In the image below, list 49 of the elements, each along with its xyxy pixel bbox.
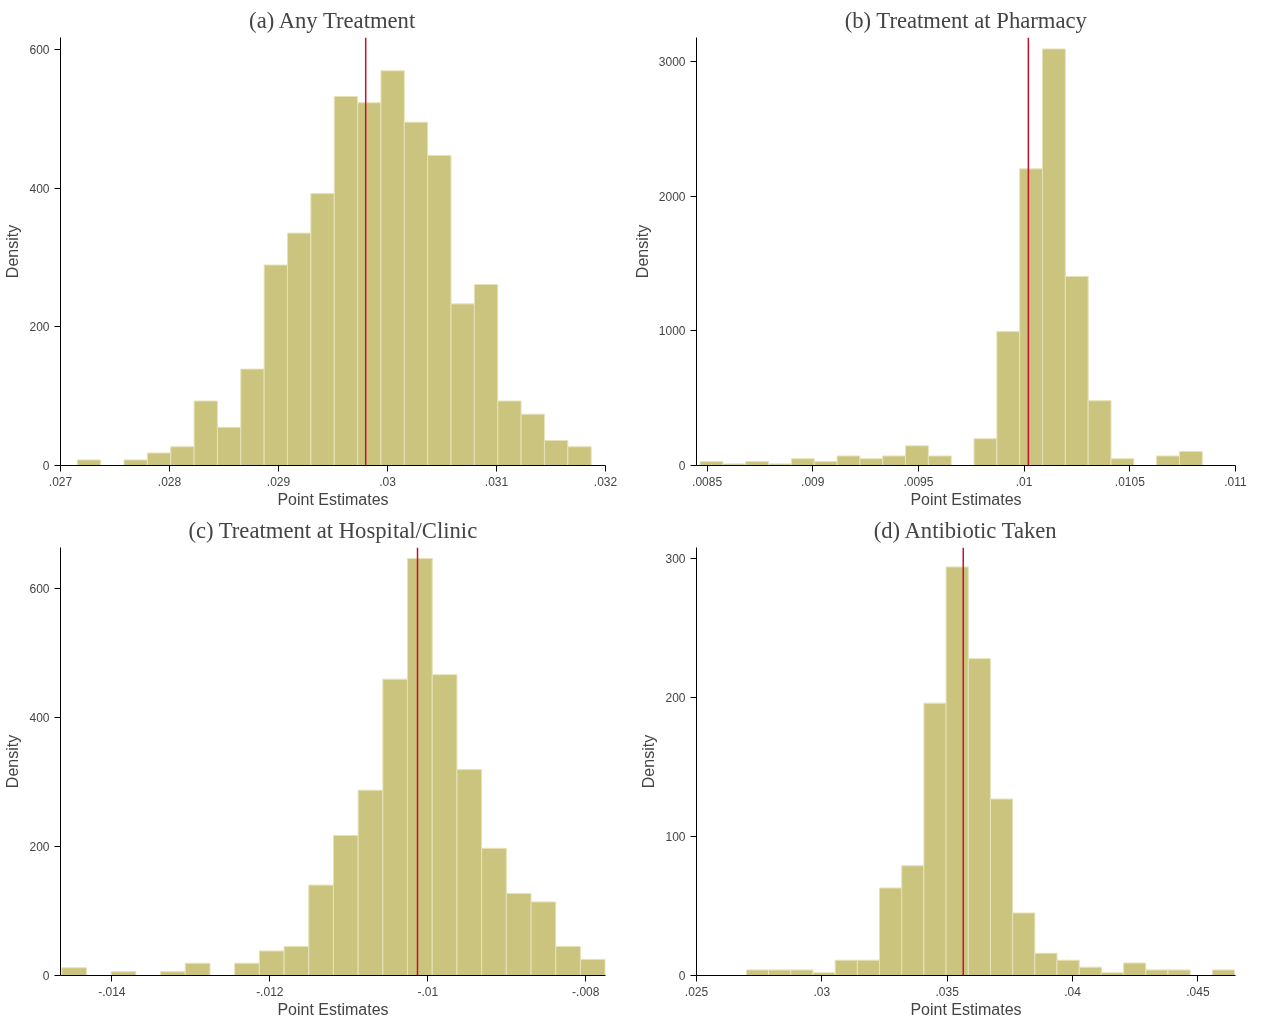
x-axis-title: Point Estimates [910, 1000, 1022, 1018]
x-tick-label: .027 [48, 474, 73, 489]
x-tick-label: .0085 [692, 474, 723, 489]
chart-title: (a) Any Treatment [249, 7, 416, 33]
y-tick-label: 1000 [658, 324, 686, 339]
x-tick-label: .03 [379, 474, 397, 489]
x-axis-title: Point Estimates [277, 1000, 389, 1018]
x-tick-label: .04 [1064, 984, 1082, 999]
x-tick-label: .028 [157, 474, 182, 489]
y-tick-label: 300 [665, 552, 686, 567]
y-tick-label: 200 [29, 320, 50, 335]
y-tick-label: 2000 [658, 189, 686, 204]
x-tick-label: .0105 [1114, 474, 1146, 489]
x-tick-label: .029 [266, 474, 291, 489]
x-tick-label: -.014 [98, 984, 126, 999]
y-tick-label: 3000 [658, 55, 686, 70]
y-axis-title: Density [4, 734, 22, 789]
y-axis-title: Density [4, 224, 22, 279]
x-axis-title: Point Estimates [277, 490, 389, 508]
x-tick-label: .025 [684, 984, 709, 999]
x-tick-label: .045 [1186, 984, 1210, 999]
x-tick-label: .031 [484, 474, 509, 489]
x-tick-label: .0095 [903, 474, 934, 489]
x-tick-label: .032 [593, 474, 618, 489]
x-axis-title: Point Estimates [910, 490, 1022, 508]
y-tick-label: 0 [42, 969, 50, 983]
y-tick-label: 600 [29, 581, 50, 596]
x-tick-label: .011 [1224, 474, 1248, 489]
x-tick-label: -.01 [417, 984, 439, 999]
y-tick-label: 100 [665, 830, 686, 845]
y-tick-label: 400 [29, 710, 50, 725]
x-tick-label: -.008 [572, 984, 600, 999]
y-axis-title: Density [633, 224, 651, 279]
y-tick-label: 0 [42, 459, 50, 473]
y-tick-label: 0 [678, 969, 686, 983]
x-tick-label: .01 [1015, 474, 1033, 489]
x-tick-label: .035 [935, 984, 960, 999]
y-tick-label: 0 [678, 459, 686, 473]
x-tick-label: -.012 [256, 984, 284, 999]
y-tick-label: 200 [665, 691, 686, 706]
x-tick-label: .009 [801, 474, 825, 489]
y-tick-label: 200 [29, 839, 50, 854]
y-tick-label: 600 [29, 42, 50, 57]
y-tick-label: 400 [29, 181, 50, 196]
chart-title: (b) Treatment at Pharmacy [844, 7, 1088, 33]
chart-title: (c) Treatment at Hospital/Clinic [188, 517, 478, 543]
y-axis-title: Density [640, 734, 658, 789]
x-tick-label: .03 [813, 984, 831, 999]
chart-title: (d) Antibiotic Taken [873, 517, 1057, 543]
